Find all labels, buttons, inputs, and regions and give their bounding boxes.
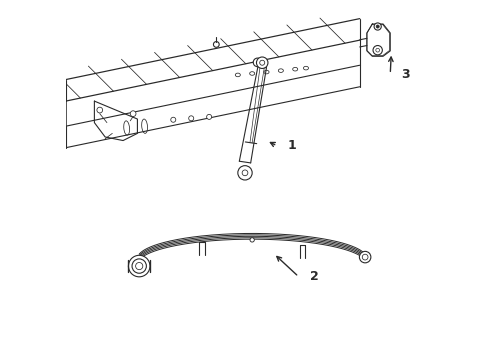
Text: 2: 2 bbox=[310, 270, 318, 283]
Circle shape bbox=[132, 259, 147, 273]
Text: 1: 1 bbox=[288, 139, 297, 152]
Circle shape bbox=[374, 23, 381, 30]
Circle shape bbox=[238, 166, 252, 180]
Circle shape bbox=[189, 116, 194, 121]
Circle shape bbox=[128, 255, 150, 277]
Circle shape bbox=[250, 238, 254, 242]
Circle shape bbox=[207, 114, 212, 120]
Circle shape bbox=[136, 262, 143, 270]
Circle shape bbox=[242, 170, 248, 176]
Text: 3: 3 bbox=[401, 68, 410, 81]
Circle shape bbox=[256, 57, 268, 68]
Circle shape bbox=[214, 41, 219, 47]
Circle shape bbox=[97, 107, 102, 113]
Circle shape bbox=[376, 48, 380, 52]
Circle shape bbox=[373, 45, 382, 55]
Circle shape bbox=[130, 111, 136, 117]
Circle shape bbox=[253, 58, 262, 67]
Circle shape bbox=[260, 60, 265, 65]
Circle shape bbox=[376, 25, 379, 28]
Circle shape bbox=[362, 254, 368, 260]
Circle shape bbox=[359, 251, 371, 263]
Circle shape bbox=[171, 117, 176, 122]
